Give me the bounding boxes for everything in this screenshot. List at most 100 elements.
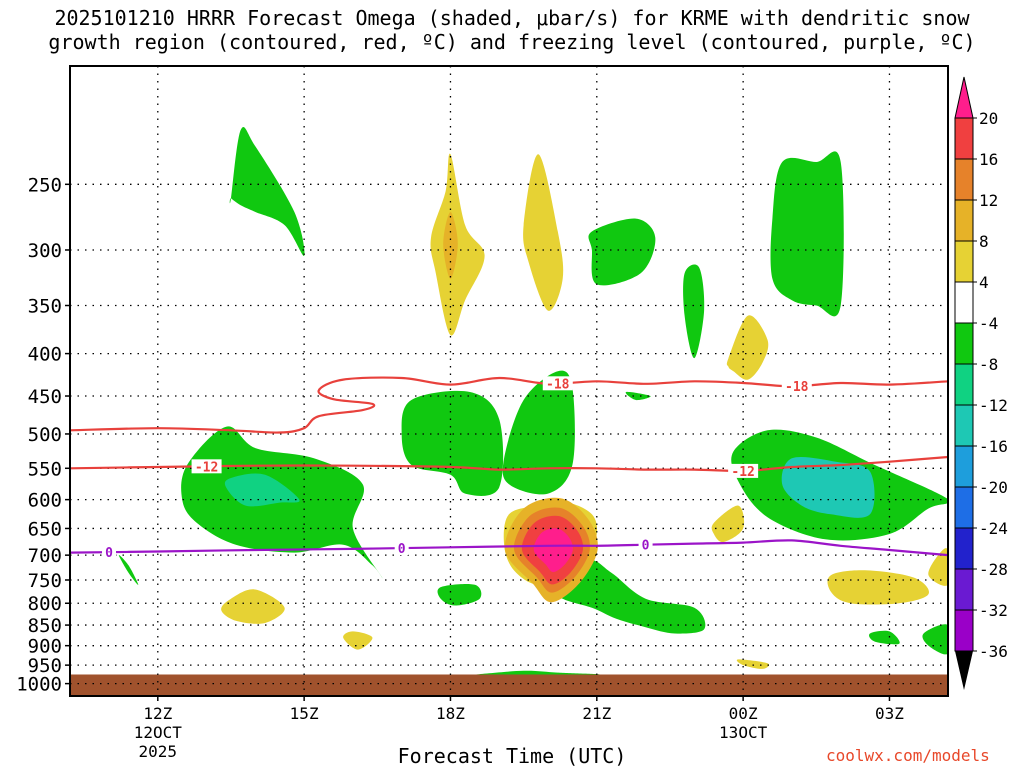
colorbar-swatch-10: [954, 240, 974, 283]
colorbar-label-9: 4: [979, 273, 989, 292]
omega-region-4: [523, 154, 564, 311]
below-ground: [70, 674, 948, 696]
x-axis-label: Forecast Time (UTC): [397, 744, 627, 768]
colorbar-swatch-8: [954, 322, 974, 365]
omega-region-3: [443, 212, 458, 279]
ytick-label-250: 250: [28, 174, 62, 196]
xtick-label-12-2: 12OCT: [134, 723, 183, 742]
omega-region-6: [683, 264, 705, 359]
colorbar: -36 -32 -28 -24 -20 -16 -12 -8 -4 4 8 12 16 20: [954, 76, 1008, 690]
colorbar-label-5: -16: [979, 437, 1008, 456]
ytick-label-550: 550: [28, 458, 62, 480]
colorbar-swatch-3: [954, 527, 974, 570]
xtick-label-18-1: 18Z: [436, 704, 465, 723]
freezing-level-line: [69, 539, 949, 557]
chart-title-line-2: growth region (contoured, red, ºC) and f…: [48, 30, 976, 54]
colorbar-swatch-4: [954, 486, 974, 529]
xtick-label-12-3: 2025: [139, 742, 178, 761]
xtick-label-15-1: 15Z: [290, 704, 319, 723]
ytick-label-950: 950: [28, 655, 62, 677]
omega-region-27: [922, 624, 948, 655]
colorbar-swatch-2: [954, 568, 974, 611]
colorbar-label-3: -24: [979, 519, 1008, 538]
colorbar-label-4: -20: [979, 478, 1008, 497]
ytick-label-350: 350: [28, 296, 62, 318]
omega-region-7: [770, 151, 844, 317]
omega-region-28: [736, 659, 770, 669]
omega-region-8: [726, 315, 769, 380]
colorbar-below-arrow: [955, 651, 973, 690]
xtick-label-24-2: 13OCT: [719, 723, 768, 742]
chart-title-line-1: 2025101210 HRRR Forecast Omega (shaded, …: [54, 6, 970, 30]
colorbar-label-13: 20: [979, 109, 998, 128]
dgz-contour-m18-label-1: -18: [546, 377, 570, 392]
colorbar-swatch-5: [954, 445, 974, 488]
omega-region-29: [463, 670, 600, 675]
omega-region-10: [401, 390, 504, 496]
colorbar-swatch-6: [954, 404, 974, 447]
xtick-label-27-1: 03Z: [875, 704, 904, 723]
omega-region-13: [118, 554, 139, 585]
colorbar-label-0: -36: [979, 642, 1008, 661]
ytick-label-400: 400: [28, 344, 62, 366]
colorbar-label-12: 16: [979, 150, 998, 169]
xtick-label-24-1: 00Z: [729, 704, 758, 723]
xtick-label-21-1: 21Z: [582, 704, 611, 723]
omega-region-24: [547, 559, 706, 634]
dgz-contour-m12-label-bg-2: [728, 463, 759, 478]
colorbar-label-10: 8: [979, 232, 989, 251]
colorbar-label-6: -12: [979, 396, 1008, 415]
ytick-label-500: 500: [28, 424, 62, 446]
omega-region-20: [221, 589, 285, 624]
colorbar-label-1: -32: [979, 601, 1008, 620]
omega-region-1: [229, 126, 305, 257]
ytick-label-900: 900: [28, 636, 62, 658]
freezing-level-label-bg-1: [102, 545, 117, 560]
freezing-level-label-2: 0: [398, 542, 406, 557]
freezing-level-label-3: 0: [642, 539, 650, 554]
omega-region-17: [711, 505, 745, 543]
colorbar-label-8: -4: [979, 314, 998, 333]
ytick-label-750: 750: [28, 570, 62, 592]
dgz-contour-m12-line: [69, 455, 949, 473]
plot-frame: [69, 65, 949, 697]
axes: 2503003504004505005506006507007508008509…: [16, 65, 949, 761]
dgz-contour-m12-label-1: -12: [195, 460, 218, 475]
omega-region-12: [181, 426, 384, 580]
site-credit[interactable]: coolwx.com/models: [826, 746, 990, 765]
colorbar-label-2: -28: [979, 560, 1008, 579]
freezing-level-label-bg-3: [638, 537, 653, 552]
freezing-level-label-bg-2: [394, 541, 409, 556]
colorbar-swatch-9: [954, 281, 974, 324]
colorbar-above-arrow: [954, 76, 974, 119]
dgz-contour-m12-label-2: -12: [731, 465, 754, 480]
colorbar-swatch-13: [954, 117, 974, 160]
omega-region-15: [781, 456, 875, 518]
grid-lines: [70, 66, 948, 696]
omega-core-shade-4: [533, 528, 573, 573]
dgz-contour-m18-line: [69, 376, 949, 434]
ytick-label-650: 650: [28, 518, 62, 540]
colorbar-swatch-11: [954, 199, 974, 242]
dgz-contour-m18-label-bg-1: [542, 376, 573, 391]
dgz-contour-m18-label-2: -18: [785, 380, 809, 395]
colorbar-swatch-7: [954, 363, 974, 406]
colorbar-label-11: 12: [979, 191, 998, 210]
omega-region-22: [928, 548, 948, 586]
dgz-contour-m18-label-bg-2: [781, 378, 812, 393]
ytick-label-300: 300: [28, 240, 62, 262]
colorbar-label-7: -8: [979, 355, 998, 374]
colorbar-swatch-1: [954, 609, 974, 652]
ytick-label-600: 600: [28, 490, 62, 512]
omega-region-25: [343, 631, 373, 650]
ytick-label-450: 450: [28, 386, 62, 408]
omega-shading: [118, 126, 948, 675]
below-ground-layer: [70, 674, 948, 696]
dgz-contour-m12-label-bg-1: [191, 459, 222, 474]
ytick-label-850: 850: [28, 615, 62, 637]
xtick-label-12-1: 12Z: [143, 704, 172, 723]
omega-region-26: [869, 630, 900, 645]
omega-region-11: [502, 370, 575, 495]
colorbar-swatch-12: [954, 158, 974, 201]
